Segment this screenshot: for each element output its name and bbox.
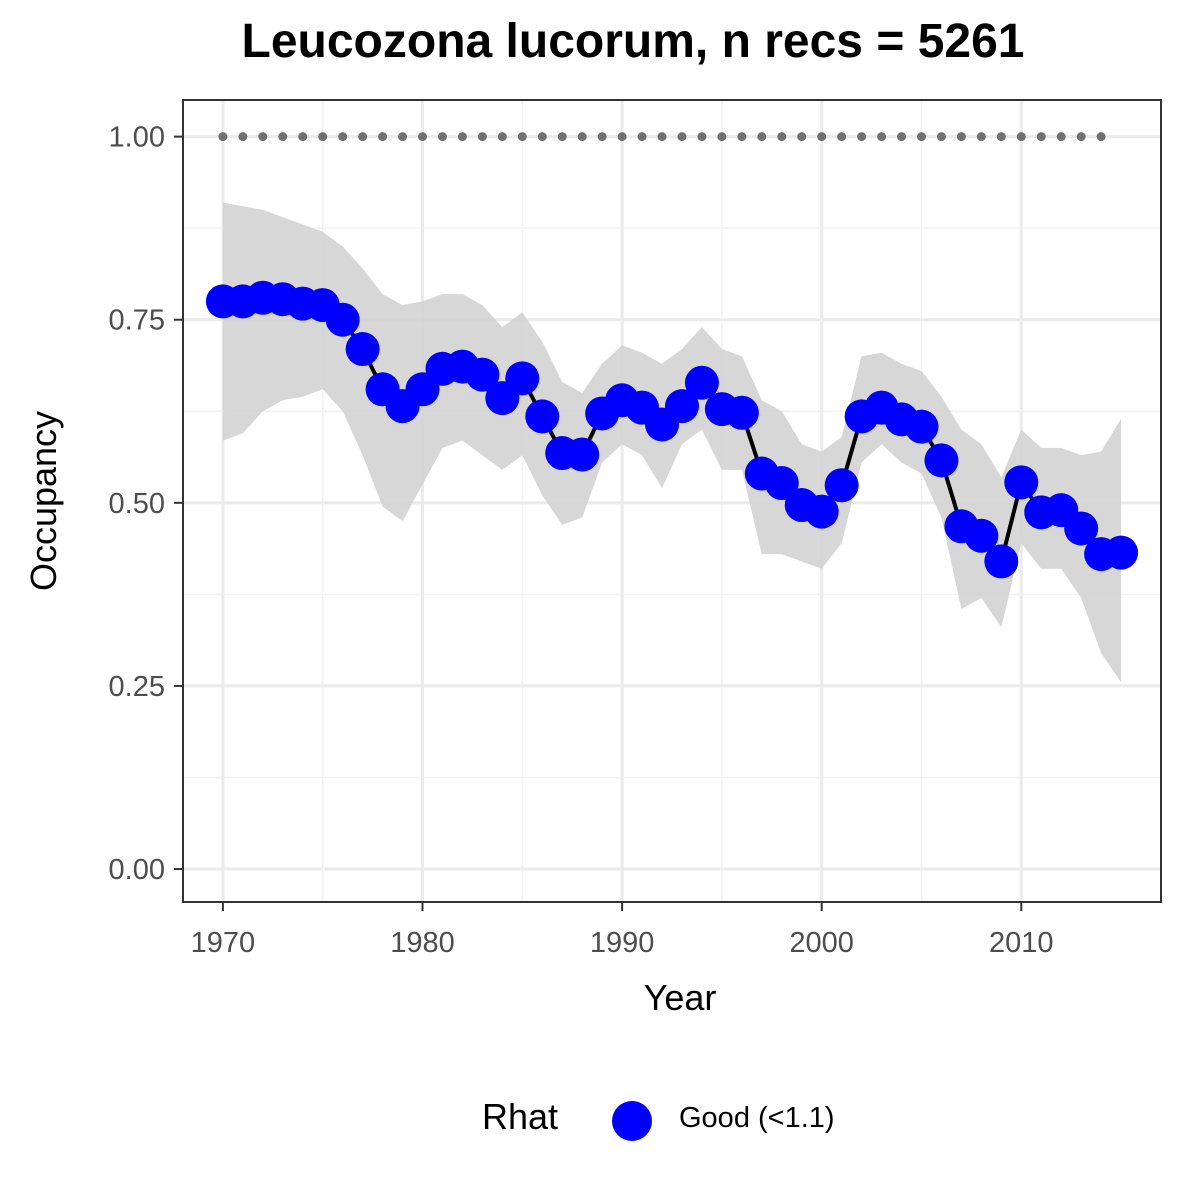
reference-dot: [398, 132, 408, 142]
reference-dot: [238, 132, 248, 142]
data-point: [505, 361, 540, 396]
reference-dots-layer: [218, 132, 1106, 142]
legend-key-circle: [612, 1101, 652, 1141]
credible-interval-layer: [222, 202, 1122, 683]
y-axis: 0.00 0.25 0.50 0.75 1.00: [109, 122, 183, 886]
data-point: [345, 332, 380, 367]
reference-dot: [777, 132, 787, 142]
data-point: [1064, 511, 1099, 546]
x-tick-label: 2010: [989, 927, 1054, 959]
reference-dot: [837, 132, 847, 142]
y-tick-label: 0.75: [109, 305, 165, 337]
reference-dot: [557, 132, 567, 142]
x-tick-label: 2000: [789, 927, 854, 959]
reference-dot: [278, 132, 288, 142]
reference-dot: [1096, 132, 1106, 142]
y-tick-label: 1.00: [109, 122, 165, 154]
reference-dot: [857, 132, 867, 142]
reference-dot: [757, 132, 767, 142]
reference-dot: [517, 132, 527, 142]
y-tick-label: 0.00: [109, 854, 165, 886]
data-point: [465, 357, 500, 392]
x-axis: 1970 1980 1990 2000 2010: [191, 902, 1054, 959]
reference-dot: [956, 132, 966, 142]
reference-dot: [1056, 132, 1066, 142]
reference-dot: [258, 132, 268, 142]
reference-dot: [318, 132, 328, 142]
reference-dot: [677, 132, 687, 142]
reference-dot: [577, 132, 587, 142]
reference-dot: [717, 132, 727, 142]
data-point: [824, 468, 859, 503]
y-tick-label: 0.25: [109, 671, 165, 703]
reference-dot: [298, 132, 308, 142]
y-tick-label: 0.50: [109, 488, 165, 520]
reference-dot: [1036, 132, 1046, 142]
credible-interval-ribbon: [222, 202, 1122, 683]
reference-dot: [437, 132, 447, 142]
data-point: [1104, 535, 1139, 570]
reference-dot: [897, 132, 907, 142]
data-point: [804, 494, 839, 529]
reference-dot: [218, 132, 228, 142]
reference-dot: [1076, 132, 1086, 142]
data-point: [724, 395, 759, 430]
reference-dot: [936, 132, 946, 142]
data-point: [964, 518, 999, 553]
data-point: [664, 389, 699, 424]
data-point: [904, 409, 939, 444]
reference-dot: [637, 132, 647, 142]
reference-dot: [378, 132, 388, 142]
data-point: [525, 399, 560, 434]
reference-dot: [477, 132, 487, 142]
reference-dot: [597, 132, 607, 142]
reference-dot: [797, 132, 807, 142]
data-point: [764, 466, 799, 501]
data-point: [325, 302, 360, 337]
reference-dot: [697, 132, 707, 142]
legend-entry-label: Good (<1.1): [679, 1102, 835, 1134]
plot-panel-border: [182, 99, 1162, 903]
reference-dot: [358, 132, 368, 142]
reference-dot: [916, 132, 926, 142]
reference-dot: [1016, 132, 1026, 142]
data-point: [565, 437, 600, 472]
reference-dot: [817, 132, 827, 142]
reference-dot: [418, 132, 428, 142]
reference-dot: [976, 132, 986, 142]
data-point: [684, 365, 719, 400]
data-point: [984, 544, 1019, 579]
reference-dot: [737, 132, 747, 142]
reference-dot: [617, 132, 627, 142]
x-axis-title: Year: [644, 977, 717, 1018]
x-tick-label: 1990: [590, 927, 655, 959]
legend-title: Rhat: [482, 1096, 559, 1137]
reference-dot: [457, 132, 467, 142]
x-tick-label: 1970: [191, 927, 256, 959]
reference-dot: [877, 132, 887, 142]
reference-dot: [996, 132, 1006, 142]
data-point: [924, 443, 959, 478]
y-axis-title: Occupancy: [23, 411, 64, 591]
legend: Rhat Good (<1.1): [0, 1090, 1200, 1150]
reference-dot: [657, 132, 667, 142]
reference-dot: [338, 132, 348, 142]
chart-title: Leucozona lucorum, n recs = 5261: [241, 15, 1025, 68]
data-point: [1004, 465, 1039, 500]
reference-dot: [497, 132, 507, 142]
reference-dot: [537, 132, 547, 142]
x-tick-label: 1980: [390, 927, 455, 959]
data-points-layer: [205, 280, 1139, 579]
